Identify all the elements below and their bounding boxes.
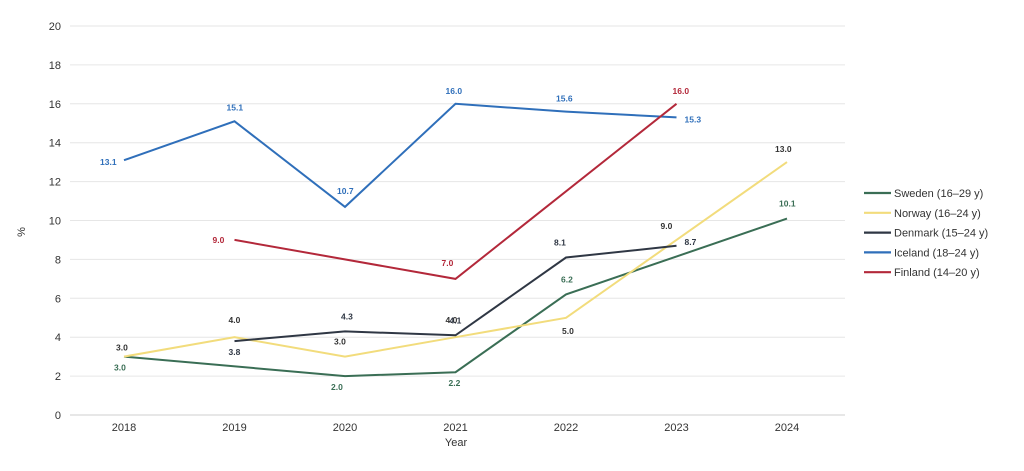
- legend-entry: Sweden (16–29 y): [894, 188, 983, 200]
- data-label: 15.1: [227, 102, 244, 112]
- data-label: 13.1: [100, 157, 117, 167]
- legend-entry: Finland (14–20 y): [894, 267, 980, 279]
- series-line: [234, 103, 678, 280]
- x-tick-label: 2021: [443, 422, 467, 434]
- data-label: 3.0: [334, 337, 346, 347]
- data-label: 4.0: [446, 315, 458, 325]
- y-tick-label: 8: [55, 254, 61, 266]
- data-label: 15.6: [556, 94, 573, 104]
- data-label: 10.7: [337, 186, 354, 196]
- x-axis-title: Year: [445, 437, 468, 449]
- gridlines: [70, 25, 845, 416]
- legend-entry: Iceland (18–24 y): [894, 247, 979, 259]
- y-tick-label: 16: [49, 99, 61, 111]
- data-label: 13.0: [775, 144, 792, 154]
- data-label: 3.8: [229, 347, 241, 357]
- series-line: [123, 102, 677, 209]
- y-tick-label: 10: [49, 216, 61, 228]
- data-label: 16.0: [673, 86, 690, 96]
- data-label: 3.0: [114, 363, 126, 373]
- legend: Sweden (16–29 y) Norway (16–24 y) Denmark …: [864, 188, 988, 279]
- data-label: 2.0: [331, 382, 343, 392]
- data-label: 8.1: [554, 237, 566, 247]
- y-axis-title: %: [16, 227, 28, 237]
- data-labels: 3.0 2.0 2.2 6.2 10.1 3.0 4.0 3.0 4.0 5.0 9.0 13.0 3.…: [100, 86, 796, 392]
- y-tick-label: 4: [55, 332, 61, 344]
- data-label: 4.0: [229, 315, 241, 325]
- y-tick-label: 2: [55, 371, 61, 383]
- y-tick-label: 12: [49, 177, 61, 189]
- data-label: 8.7: [685, 237, 697, 247]
- y-tick-label: 0: [55, 410, 61, 422]
- data-label: 10.1: [779, 199, 796, 209]
- data-label: 7.0: [442, 258, 454, 268]
- series-line: [123, 161, 788, 358]
- data-label: 5.0: [562, 326, 574, 336]
- x-tick-label: 2024: [775, 422, 799, 434]
- y-tick-label: 20: [49, 21, 61, 33]
- data-label: 3.0: [116, 343, 128, 353]
- series-line: [234, 244, 677, 343]
- data-label: 16.0: [446, 86, 463, 96]
- x-tick-label: 2022: [554, 422, 578, 434]
- data-label: 4.3: [341, 311, 353, 321]
- series-lines: [123, 102, 788, 378]
- x-tick-label: 2023: [664, 422, 688, 434]
- series-line: [123, 217, 788, 378]
- x-tick-label: 2019: [222, 422, 246, 434]
- y-tick-label: 14: [49, 138, 61, 150]
- y-tick-label: 18: [49, 60, 61, 72]
- data-label: 9.0: [213, 235, 225, 245]
- data-label: 2.2: [449, 378, 461, 388]
- data-label: 9.0: [661, 221, 673, 231]
- legend-entry: Norway (16–24 y): [894, 208, 981, 220]
- data-label: 4.1: [450, 315, 462, 325]
- data-label: 15.3: [685, 114, 702, 124]
- x-tick-label: 2020: [333, 422, 357, 434]
- legend-entry: Denmark (15–24 y): [894, 228, 988, 240]
- x-tick-label: 2018: [112, 422, 136, 434]
- data-label: 6.2: [561, 274, 573, 284]
- y-tick-labels: 0 2 4 6 8 10 12 14 16 18 20: [49, 21, 61, 422]
- x-tick-labels: 2018 2019 2020 2021 2022 2023 2024: [112, 422, 799, 434]
- y-tick-label: 6: [55, 293, 61, 305]
